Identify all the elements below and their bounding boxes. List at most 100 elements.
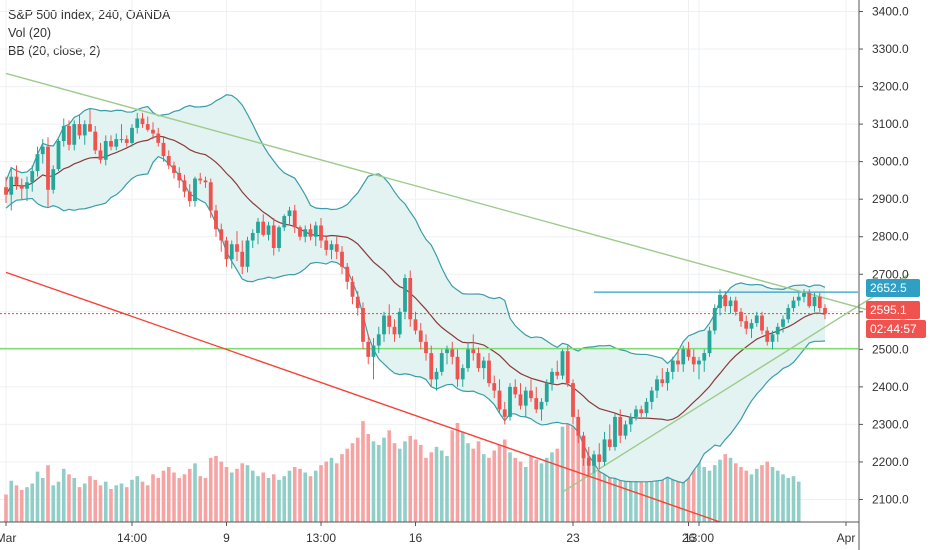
- volume-bar: [760, 465, 764, 522]
- volume-bar: [145, 485, 150, 522]
- candle-body: [151, 129, 155, 134]
- candle-body: [802, 293, 806, 297]
- candle-body: [287, 210, 292, 217]
- candle-body: [550, 371, 554, 384]
- legend-volume-indicator: Vol (20): [8, 26, 52, 40]
- volume-bar: [371, 441, 376, 522]
- volume-bar: [224, 467, 229, 522]
- volume-bar: [292, 467, 297, 522]
- volume-bar: [77, 487, 82, 522]
- countdown-badge-bg: [866, 320, 926, 338]
- volume-bar: [345, 448, 350, 522]
- volume-bar: [35, 471, 40, 522]
- candle-body: [497, 390, 502, 410]
- volume-bar: [497, 445, 502, 522]
- candle-body: [256, 221, 260, 233]
- volume-bar: [723, 454, 728, 522]
- volume-bar: [324, 461, 329, 522]
- candle-body: [728, 300, 733, 307]
- price-tick-label: 3100.0: [872, 117, 909, 131]
- volume-bar: [718, 459, 722, 522]
- price-tick-label: 3300.0: [872, 42, 909, 56]
- volume-bar: [702, 467, 707, 522]
- candle-body: [607, 439, 612, 447]
- volume-bar: [565, 419, 570, 522]
- volume-bar: [40, 478, 45, 522]
- price-axis[interactable]: 3400.0 3300.0 3200.0 3100.0 3000.0 2900.0 2800…: [858, 0, 909, 550]
- volume-bar: [618, 476, 623, 522]
- volume-bar: [586, 452, 591, 522]
- candle-body: [739, 311, 743, 322]
- candle-body: [586, 458, 591, 466]
- volume-bar: [187, 468, 192, 522]
- candle-body: [791, 300, 796, 309]
- candle-body: [544, 383, 549, 402]
- candle-body: [313, 225, 318, 237]
- candle-body: [88, 124, 92, 132]
- candle-body: [371, 345, 376, 357]
- candle-body: [145, 124, 150, 130]
- volume-bar: [219, 461, 224, 522]
- time-tick-label: 13:00: [306, 531, 336, 545]
- candle-body: [135, 118, 140, 128]
- volume-bar: [261, 472, 266, 522]
- price-tick-label: 2400.0: [872, 380, 909, 394]
- volume-bar: [193, 463, 197, 522]
- resistance-badge-bg: [866, 279, 920, 297]
- candle-body: [781, 319, 785, 327]
- candle-body: [203, 180, 208, 183]
- volume-bar: [334, 463, 339, 522]
- price-tick-label: 3400.0: [872, 5, 909, 19]
- price-tick-label: 2900.0: [872, 192, 909, 206]
- volume-bar: [445, 456, 449, 522]
- time-tick-label: Apr: [837, 531, 856, 545]
- candle-body: [487, 360, 491, 384]
- volume-bar: [686, 450, 691, 522]
- candle-body: [9, 176, 14, 195]
- volume-bar: [298, 468, 302, 522]
- price-tick-label: 3200.0: [872, 80, 909, 94]
- volume-bar: [660, 448, 665, 522]
- candle-body: [597, 454, 602, 462]
- volume-bar: [744, 470, 749, 522]
- volume-bar: [418, 445, 423, 522]
- volume-bar: [140, 481, 145, 522]
- volume-bar: [796, 481, 801, 522]
- candle-body: [628, 416, 633, 425]
- candle-body: [823, 308, 827, 314]
- volume-bar: [319, 465, 323, 522]
- volume-bar: [271, 474, 276, 522]
- volume-bar: [350, 443, 355, 522]
- candle-body: [807, 293, 812, 307]
- volume-bar: [9, 480, 14, 522]
- price-tick-label: 2500.0: [872, 342, 909, 356]
- time-tick-label: 23: [566, 531, 580, 545]
- volume-bar: [287, 470, 292, 522]
- candle-body: [660, 379, 665, 384]
- candle-body: [571, 383, 575, 417]
- candle-body: [350, 281, 355, 297]
- volume-bar: [560, 426, 565, 522]
- candle-body: [14, 176, 19, 185]
- price-tick-label: 2200.0: [872, 455, 909, 469]
- volume-bar: [550, 452, 554, 522]
- candle-body: [282, 216, 287, 228]
- candle-body: [46, 146, 50, 190]
- candle-body: [508, 386, 512, 417]
- candle-body: [219, 229, 224, 241]
- candle-body: [749, 323, 754, 329]
- last-price-badge-bg: [866, 301, 920, 319]
- legend-bollinger-indicator: BB (20, close, 2): [8, 44, 101, 58]
- candle-body: [770, 334, 775, 342]
- candle-body: [691, 356, 696, 365]
- candle-body: [555, 371, 560, 376]
- candle-body: [109, 141, 113, 147]
- candle-body: [613, 416, 617, 447]
- time-tick-label: 13:00: [684, 531, 714, 545]
- candle-body: [639, 409, 644, 414]
- volume-bar: [476, 441, 481, 522]
- candle-body: [817, 296, 822, 309]
- candle-body: [166, 156, 171, 166]
